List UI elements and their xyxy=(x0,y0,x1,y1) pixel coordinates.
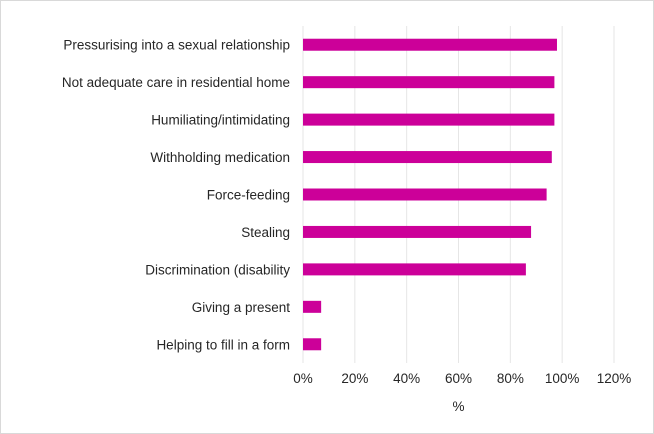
bar xyxy=(303,263,526,276)
bar xyxy=(303,151,552,164)
x-tick-label: 0% xyxy=(293,371,313,386)
category-label: Humiliating/intimidating xyxy=(151,113,290,128)
bar xyxy=(303,225,532,238)
category-label: Not adequate care in residential home xyxy=(62,75,290,90)
category-label: Withholding medication xyxy=(150,150,290,165)
category-label: Force-feeding xyxy=(207,188,290,203)
x-tick-labels: 0% 20% 40% 60% 80% 100% 120% xyxy=(293,371,631,386)
category-label: Helping to fill in a form xyxy=(156,337,290,352)
category-label: Giving a present xyxy=(192,300,291,315)
x-tick-label: 40% xyxy=(393,371,420,386)
x-tick-label: 80% xyxy=(497,371,524,386)
category-label: Pressurising into a sexual relationship xyxy=(63,38,290,53)
category-label: Discrimination (disability xyxy=(145,262,290,277)
x-tick-label: 20% xyxy=(341,371,368,386)
bar xyxy=(303,338,322,351)
bar xyxy=(303,300,322,313)
x-tick-label: 100% xyxy=(545,371,580,386)
bars xyxy=(303,38,557,351)
bar xyxy=(303,113,555,126)
bar xyxy=(303,38,557,51)
bar xyxy=(303,76,555,89)
x-axis-title: % xyxy=(452,399,464,414)
category-labels: Pressurising into a sexual relationship N… xyxy=(62,38,290,353)
bar xyxy=(303,188,547,201)
category-label: Stealing xyxy=(241,225,290,240)
x-tick-label: 60% xyxy=(445,371,472,386)
x-tick-label: 120% xyxy=(597,371,632,386)
